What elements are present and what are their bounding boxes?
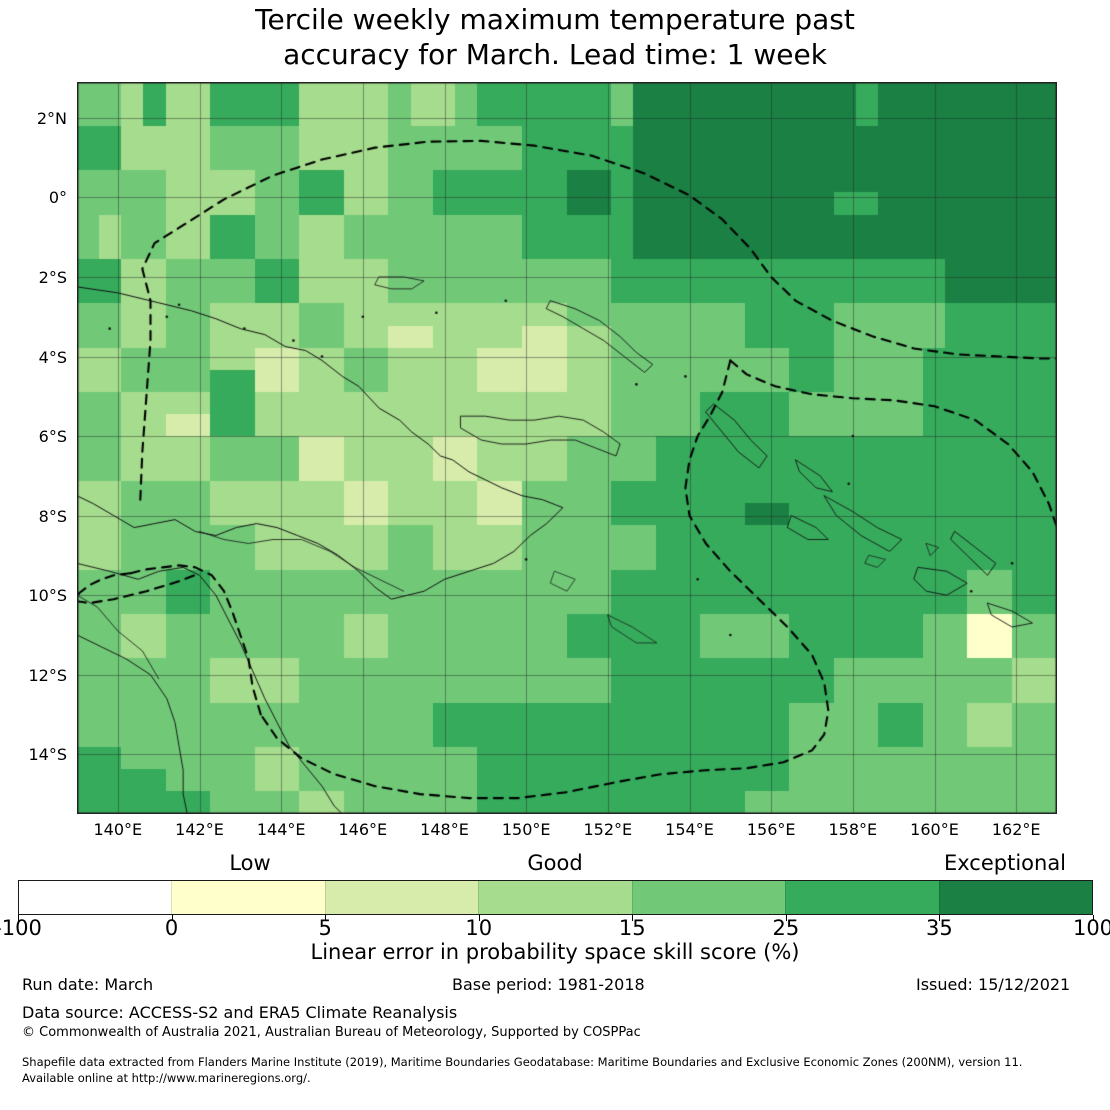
x-tick-label: 142°E	[175, 820, 224, 839]
y-tick-label: 10°S	[28, 586, 67, 606]
colorbar-segment	[938, 881, 1092, 914]
y-tick-label: 12°S	[28, 665, 67, 685]
colorbar-segment	[785, 881, 939, 914]
x-tick-label: 152°E	[583, 820, 633, 839]
footer-copyright: © Commonwealth of Australia 2021, Austra…	[22, 1025, 641, 1040]
footer-run-date: Run date: March	[22, 975, 154, 994]
x-tick-label: 150°E	[501, 820, 551, 839]
y-tick-label: 0°	[48, 188, 67, 208]
colorbar-axis-label: Linear error in probability space skill …	[310, 940, 800, 964]
colorbar-segment	[631, 881, 786, 914]
map-plot-area	[77, 82, 1057, 814]
footer-issued-date: Issued: 15/12/2021	[916, 975, 1071, 994]
colorbar-tick-label: 35	[926, 916, 953, 940]
x-tick-label: 154°E	[665, 820, 714, 839]
x-tick-label: 148°E	[420, 820, 469, 839]
colorbar-tick-label: 0	[164, 916, 179, 940]
footer-base-period: Base period: 1981-2018	[452, 975, 645, 994]
page-title: Tercile weekly maximum temperature past …	[255, 3, 855, 71]
colorbar-tick-label: 15	[618, 916, 646, 940]
colorbar-tick-mark	[171, 915, 173, 921]
colorbar-tick-mark	[478, 915, 480, 921]
y-tick-label: 6°S	[38, 427, 67, 447]
colorbar-tick-mark	[939, 915, 941, 921]
x-tick-label: 140°E	[93, 820, 143, 839]
colorbar-tick-label: 100	[1072, 916, 1110, 940]
colorbar-tick-label: 10	[465, 916, 493, 940]
x-tick-label: 160°E	[910, 820, 959, 839]
y-tick-label: 14°S	[28, 745, 67, 765]
skill-score-heatmap	[77, 82, 1057, 814]
colorbar-tick-mark	[785, 915, 787, 921]
colorbar-band-label: Good	[527, 851, 583, 875]
x-tick-label: 158°E	[828, 820, 878, 839]
footer-data-source: Data source: ACCESS-S2 and ERA5 Climate …	[22, 1003, 458, 1022]
y-tick-label: 4°S	[38, 347, 67, 367]
x-tick-label: 162°E	[991, 820, 1041, 839]
colorbar-segment	[171, 881, 325, 914]
colorbar-segment	[478, 881, 632, 914]
colorbar-band-label: Exceptional	[943, 851, 1067, 875]
colorbar-segment	[19, 881, 172, 914]
colorbar-tick-label: -100	[0, 916, 42, 940]
colorbar-band-label: Low	[229, 851, 271, 875]
colorbar-band-labels: Low Good Exceptional	[0, 851, 1110, 877]
x-tick-label: 156°E	[746, 820, 796, 839]
colorbar-tick-mark	[18, 915, 19, 921]
y-tick-label: 2°S	[38, 267, 67, 287]
y-tick-label: 8°S	[38, 506, 67, 526]
colorbar-tick-label: 5	[318, 916, 332, 940]
colorbar-segment	[324, 881, 479, 914]
colorbar	[18, 880, 1093, 915]
colorbar-tick-label: 25	[772, 916, 800, 940]
x-tick-label: 146°E	[338, 820, 388, 839]
footer-shapefile-line1: Shapefile data extracted from Flanders M…	[22, 1055, 1023, 1069]
x-tick-label: 144°E	[256, 820, 306, 839]
footer-shapefile-line2: Available online at http://www.marinereg…	[22, 1071, 311, 1085]
y-tick-label: 2°N	[36, 108, 67, 128]
colorbar-tick-mark	[1093, 915, 1094, 921]
colorbar-tick-mark	[632, 915, 634, 921]
colorbar-tick-mark	[325, 915, 327, 921]
